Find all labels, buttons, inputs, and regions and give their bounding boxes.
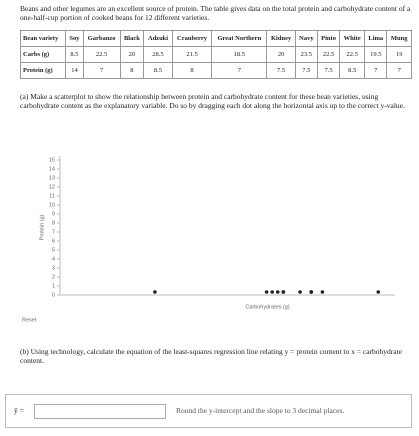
answer-box: ŷ = Round the y-intercept and the slope … xyxy=(5,394,412,428)
bean-table: Bean variety Soy Garbanzo Black Adzuki Cranbe… xyxy=(19,30,412,79)
y-tick-label: 0 xyxy=(52,292,55,298)
draggable-dot[interactable] xyxy=(264,290,269,294)
y-tick-label: 11 xyxy=(49,193,55,199)
draggable-dot[interactable] xyxy=(281,290,286,294)
header-cell: Bean variety xyxy=(19,30,67,47)
cell: 7.5 xyxy=(316,62,341,79)
header-cell: Soy xyxy=(65,30,84,47)
cell: 8 xyxy=(119,62,145,79)
part-b-text: (b) Using technology, calculate the equa… xyxy=(20,347,403,365)
header-cell: Mung xyxy=(386,30,412,47)
draggable-dot[interactable] xyxy=(376,290,381,294)
y-tick-label: 15 xyxy=(49,157,55,163)
y-tick-label: 8 xyxy=(52,220,55,226)
hint: Round the y-intercept and the slope to 3… xyxy=(176,406,345,415)
cell: 7 xyxy=(82,62,121,79)
y-tick-label: 1 xyxy=(52,283,55,289)
cell: 14 xyxy=(65,62,84,79)
y-tick-label: 10 xyxy=(49,202,55,208)
draggable-dot[interactable] xyxy=(270,290,274,294)
cell: 19.5 xyxy=(364,46,388,63)
y-tick-label: 2 xyxy=(52,274,55,280)
row-label: Protein (g) xyxy=(19,62,67,79)
cell: 7.5 xyxy=(266,62,296,79)
y-tick-label: 7 xyxy=(52,229,55,235)
answer-input[interactable] xyxy=(34,404,166,419)
draggable-dot[interactable] xyxy=(153,290,157,294)
cell: 7 xyxy=(211,62,268,79)
cell: 7 xyxy=(386,62,412,79)
draggable-dot[interactable] xyxy=(275,290,280,294)
header-row: Bean variety Soy Garbanzo Black Adzuki Cranbe… xyxy=(19,30,412,47)
intro-text: Beans and other legumes are an excellent… xyxy=(20,4,411,22)
part-a-text: (a) Make a scatterplot to show the relat… xyxy=(20,92,405,110)
data-row: Protein (g) 14 7 8 8.5 8 7 7.5 7.5 7.5 8.5 7 7 xyxy=(19,62,412,79)
y-tick-label: 14 xyxy=(49,166,55,172)
draggable-dot[interactable] xyxy=(298,290,302,294)
y-tick-label: 12 xyxy=(49,184,55,190)
y-tick-label: 3 xyxy=(52,265,55,271)
x-axis-label: Carbohydrates (g) xyxy=(245,304,289,310)
reset-button[interactable]: Reset xyxy=(22,317,37,323)
answer-label: ŷ = xyxy=(14,406,24,415)
draggable-dot[interactable] xyxy=(309,290,314,294)
y-axis-label: Protein (g) xyxy=(39,214,45,240)
y-tick-label: 6 xyxy=(52,238,55,244)
draggable-dot[interactable] xyxy=(320,290,325,294)
y-tick-label: 9 xyxy=(52,211,55,217)
y-tick-label: 4 xyxy=(52,256,55,262)
y-tick-label: 13 xyxy=(49,175,55,181)
cell: 7 xyxy=(364,62,388,79)
y-tick-label: 5 xyxy=(52,247,55,253)
